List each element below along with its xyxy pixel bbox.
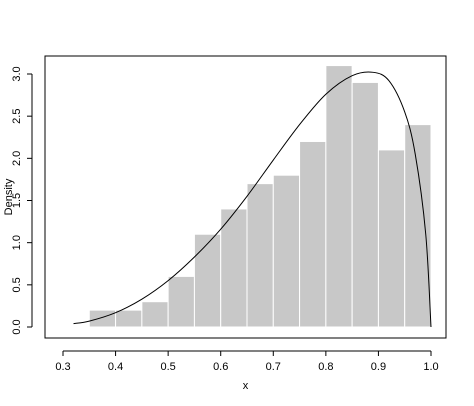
histogram-bar bbox=[404, 124, 432, 328]
histogram-bar bbox=[246, 183, 274, 328]
histogram-bar bbox=[325, 65, 353, 328]
x-tick-label: 1.0 bbox=[423, 361, 438, 373]
histogram-bar bbox=[167, 275, 195, 328]
histogram-bar bbox=[88, 309, 117, 328]
plot-frame bbox=[44, 55, 447, 339]
x-tick-label: 0.7 bbox=[266, 361, 281, 373]
histogram-bar bbox=[220, 208, 248, 328]
y-tick-label: 2.0 bbox=[11, 151, 23, 166]
x-tick-label: 0.6 bbox=[213, 361, 228, 373]
x-axis-title: x bbox=[243, 380, 249, 392]
histogram-bar bbox=[193, 233, 222, 328]
histogram-bars bbox=[88, 65, 432, 328]
histogram-bar bbox=[377, 149, 406, 328]
y-axis-title: Density bbox=[3, 178, 15, 215]
histogram-bar bbox=[141, 301, 169, 328]
x-tick-label: 0.8 bbox=[318, 361, 333, 373]
y-tick-label: 2.5 bbox=[11, 109, 23, 124]
y-tick-label: 1.5 bbox=[11, 193, 23, 208]
y-tick-label: 3.0 bbox=[11, 66, 23, 81]
x-axis: 0.3 0.4 0.5 0.6 0.7 0.8 0.9 1.0 bbox=[55, 350, 439, 373]
y-tick-label: 0.5 bbox=[11, 277, 23, 292]
histogram-bar bbox=[272, 174, 301, 328]
y-tick-label: 1.0 bbox=[11, 235, 23, 250]
histogram-bar bbox=[351, 81, 379, 328]
x-tick-label: 0.9 bbox=[371, 361, 386, 373]
histogram-bar bbox=[299, 140, 327, 328]
density-curve-layer bbox=[73, 71, 432, 328]
x-tick-label: 0.5 bbox=[160, 361, 175, 373]
y-tick-label: 0.0 bbox=[11, 319, 23, 334]
x-tick-label: 0.3 bbox=[55, 361, 70, 373]
histogram-bar bbox=[115, 309, 143, 328]
y-axis: 0.0 0.5 1.0 1.5 2.0 2.5 3.0 bbox=[11, 66, 33, 335]
x-tick-label: 0.4 bbox=[108, 361, 123, 373]
density-curve bbox=[73, 71, 432, 328]
